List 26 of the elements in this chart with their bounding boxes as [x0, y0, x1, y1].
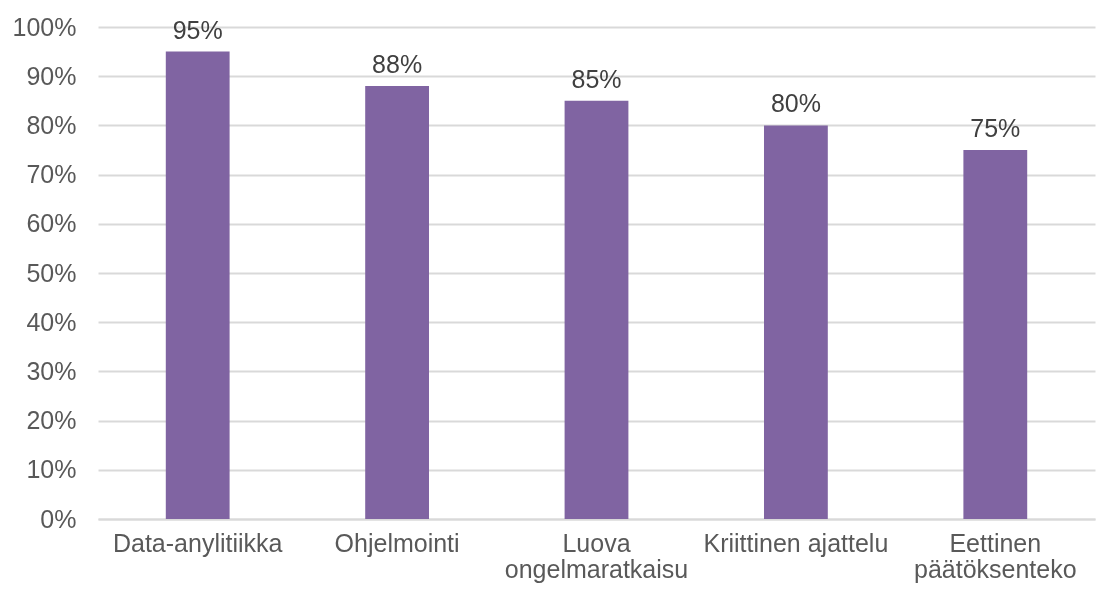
data-label: 75% [970, 114, 1021, 142]
data-label: 85% [571, 64, 622, 93]
y-tick-label: 70% [26, 160, 77, 189]
x-tick-label: Ohjelmointi [334, 528, 460, 557]
x-tick-label: Luova ongelmaratkaisu [504, 528, 689, 583]
x-tick-label: Data-anylitiikka [112, 528, 283, 557]
y-tick-label: 80% [26, 110, 77, 139]
x-tick-label: Eettinen päätöksenteko [913, 528, 1077, 583]
data-label: 95% [172, 15, 223, 44]
bar [165, 51, 230, 519]
y-tick-label: 20% [26, 406, 77, 435]
y-tick-label: 0% [40, 504, 77, 533]
bar [963, 150, 1028, 519]
bar [764, 125, 828, 519]
y-tick-label: 10% [26, 455, 77, 484]
bar [564, 100, 629, 519]
y-tick-label: 30% [26, 356, 77, 385]
y-tick-label: 100% [12, 12, 77, 41]
y-tick-label: 40% [26, 307, 77, 336]
data-label: 80% [770, 89, 821, 118]
bar [365, 86, 429, 519]
x-tick-label: Kriittinen ajattelu [703, 528, 889, 557]
y-tick-label: 50% [26, 258, 77, 287]
data-label: 88% [372, 50, 423, 79]
y-tick-label: 60% [26, 209, 77, 238]
y-tick-label: 90% [26, 61, 77, 90]
